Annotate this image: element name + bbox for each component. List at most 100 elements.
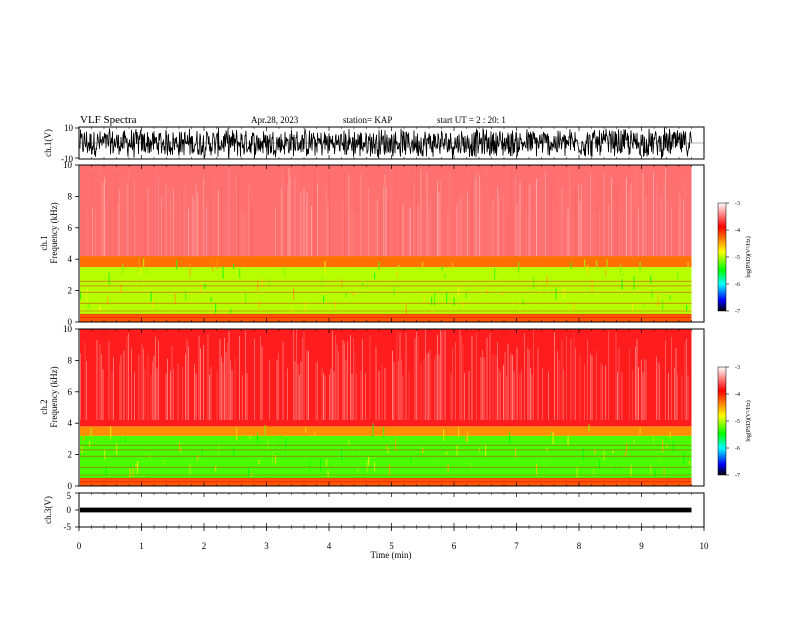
- spectrogram-patch: [533, 276, 535, 290]
- spectrogram-streak: [237, 174, 239, 257]
- ytick-label: 4: [68, 254, 73, 264]
- start-time-label: start UT = 2 : 20: 1: [437, 115, 506, 125]
- spectrogram-patch: [201, 449, 203, 457]
- spectrogram-patch: [422, 447, 424, 454]
- spectrogram-streak: [519, 182, 521, 257]
- spectrogram-streak: [96, 202, 98, 257]
- spectrogram-patch: [458, 426, 460, 438]
- spectrogram-streak: [282, 341, 284, 421]
- spectrogram-patch: [663, 468, 665, 476]
- spectrogram-streak: [206, 208, 207, 257]
- spectrogram-patch: [95, 439, 97, 448]
- spectrogram-streak: [387, 196, 389, 257]
- spectrogram-streak: [576, 192, 578, 257]
- spectrogram-streak: [548, 371, 549, 421]
- spectrogram-streak: [489, 333, 491, 421]
- spectrogram-streak: [203, 344, 204, 421]
- xtick-label: 8: [577, 541, 582, 551]
- spectrogram-patch: [584, 259, 586, 270]
- spectrogram-streak: [510, 168, 512, 257]
- spectrogram-streak: [536, 178, 537, 257]
- spectrogram-patch: [588, 424, 590, 432]
- spectrogram-streak: [203, 177, 204, 257]
- spectrogram-patch: [90, 427, 92, 437]
- spectrogram-streak: [102, 369, 104, 421]
- xtick-label: 5: [389, 541, 394, 551]
- spectrogram-streak: [524, 179, 525, 257]
- spectrogram-streak: [590, 173, 591, 257]
- spectrogram-streak: [350, 334, 351, 421]
- spectrogram-streak: [516, 203, 518, 257]
- xtick-label: 0: [77, 541, 82, 551]
- spectrogram-patch: [669, 431, 671, 439]
- date-label: Apr.28, 2023: [251, 115, 299, 125]
- spectrogram-streak: [470, 187, 471, 257]
- spectrogram-band: [80, 314, 692, 322]
- spectrogram-streak: [554, 332, 555, 421]
- spectrogram-streak: [296, 329, 297, 421]
- spectrogram-patch: [485, 444, 487, 457]
- spectrogram-streak: [530, 185, 531, 257]
- colorbar-tick-label: -4: [735, 392, 740, 398]
- spectrogram-streak: [224, 337, 225, 421]
- spectrogram-streak: [221, 185, 222, 257]
- spectrogram-patch: [218, 444, 220, 454]
- spectrogram-streak: [345, 359, 347, 421]
- spectrogram-patch: [239, 268, 241, 279]
- spectrogram-streak: [393, 361, 395, 421]
- spectrogram-patch: [543, 283, 545, 292]
- spectrogram-streak: [687, 374, 689, 421]
- spectrogram-streak: [510, 353, 512, 421]
- spectrogram-streak: [671, 207, 672, 257]
- spectrogram-streak: [531, 374, 533, 421]
- spectrogram-streak: [642, 173, 644, 257]
- spectrogram-streak: [303, 330, 305, 421]
- spectrogram-patch: [567, 436, 569, 446]
- spectrogram-patch: [222, 266, 224, 279]
- spectrogram-streak: [537, 347, 539, 421]
- spectrogram-streak: [141, 343, 143, 421]
- spectrogram-patch: [623, 452, 625, 458]
- spectrogram-streak: [222, 362, 224, 421]
- spectrogram-patch: [86, 288, 88, 302]
- spectrogram-streak: [207, 200, 209, 257]
- spectrogram-patch: [657, 294, 659, 307]
- colorbar-tick-label: -3: [735, 365, 740, 371]
- spectrogram-streak: [615, 332, 617, 421]
- spectrogram-patch: [551, 431, 553, 439]
- spectrogram-patch: [630, 465, 632, 477]
- xtick-label: 3: [264, 541, 269, 551]
- spectrogram-streak: [440, 180, 441, 257]
- spectrogram-streak: [524, 333, 525, 421]
- spectrogram-streak: [285, 169, 287, 257]
- spectrogram-streak: [519, 373, 521, 421]
- spectrogram-patch: [404, 301, 406, 312]
- spectrogram-streak: [665, 340, 666, 421]
- spectrogram-streak: [323, 373, 324, 421]
- spectrogram-patch: [482, 289, 484, 298]
- spectrogram-patch: [422, 262, 424, 268]
- spectrogram-patch: [215, 303, 217, 313]
- spectrogram-patch: [132, 468, 134, 477]
- spectrogram-streak: [330, 368, 332, 421]
- ch3-ytick-mid: 0: [67, 505, 72, 515]
- spectrogram-patch: [284, 268, 286, 278]
- spectrogram-patch: [357, 468, 359, 473]
- spectrogram-streak: [243, 210, 245, 257]
- spectrogram-patch: [243, 434, 245, 442]
- spectrogram-patch: [582, 448, 584, 461]
- spectrogram-patch: [486, 288, 488, 295]
- spectrogram-streak: [125, 207, 126, 257]
- spectrogram-patch: [279, 434, 281, 448]
- spectrogram-patch: [626, 442, 628, 455]
- spectrogram-streak: [273, 171, 275, 257]
- spectrogram-streak: [464, 372, 465, 421]
- spectrogram-patch: [378, 261, 380, 270]
- spectrogram-patch: [446, 292, 448, 304]
- spectrogram-patch: [362, 282, 364, 287]
- spectrogram-patch: [146, 472, 148, 476]
- spectrogram-streak: [182, 188, 183, 257]
- spectrogram-patch: [216, 257, 218, 270]
- spectrogram-patch: [390, 441, 392, 445]
- spectrogram-patch: [633, 440, 635, 444]
